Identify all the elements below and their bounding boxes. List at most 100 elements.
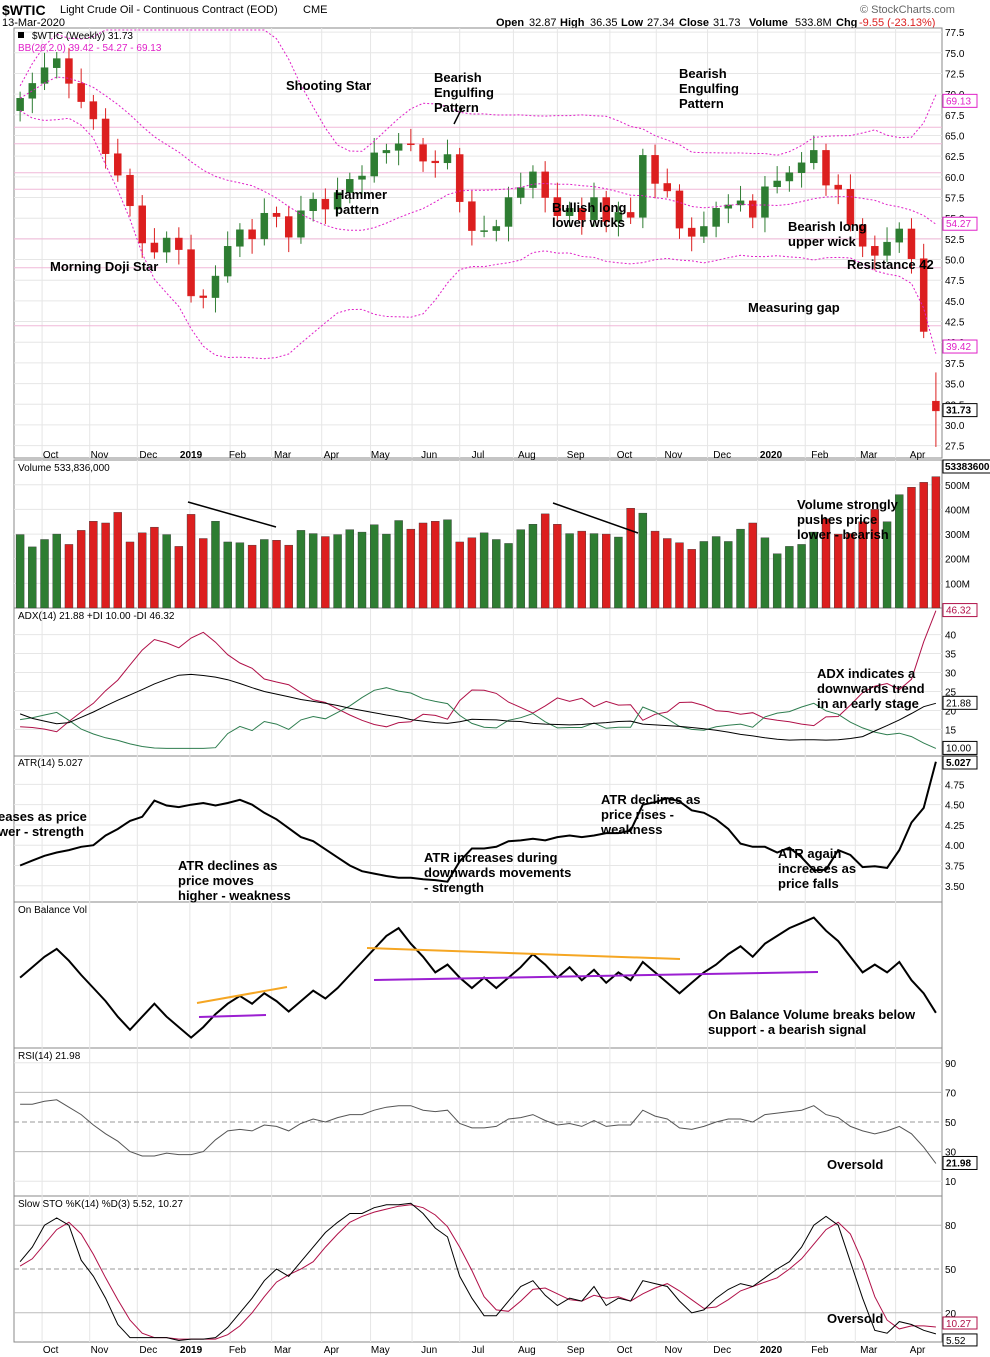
volume-bar <box>101 522 110 609</box>
volume-bar <box>455 541 464 609</box>
volume-bar <box>565 533 574 609</box>
price-tick-label: 50.0 <box>945 256 965 267</box>
volume-panel-title: Volume 533,836,000 <box>18 463 110 474</box>
volume-bar <box>772 553 782 609</box>
candle-body <box>114 153 122 176</box>
bb-lower-band <box>19 110 937 360</box>
adx-tick-label: 30 <box>945 669 957 680</box>
candle-body <box>748 200 757 218</box>
adx-callout: in an early stage <box>817 696 919 711</box>
price-tick-label: 57.5 <box>945 194 965 205</box>
atr-tick-label: 3.75 <box>945 862 965 873</box>
candle-body <box>639 155 647 218</box>
close-value: 31.73 <box>713 17 741 29</box>
volume-bar <box>528 524 538 609</box>
candle-body <box>443 154 452 164</box>
exchange: CME <box>303 4 328 16</box>
volume-tick-label: 400M <box>945 505 970 516</box>
volume-bar <box>650 530 660 609</box>
volume-bar <box>858 521 867 609</box>
volume-bar <box>418 522 428 609</box>
volume-bar <box>663 538 672 609</box>
candle-body <box>321 198 330 210</box>
price-tick-label: 72.5 <box>945 69 965 80</box>
callout-bearish-wick: upper wick <box>788 234 857 249</box>
volume-bar <box>382 533 391 609</box>
callout-bullish-wicks: lower wicks <box>552 215 625 230</box>
atr-callout-5: increases as <box>778 861 856 876</box>
candle-body <box>162 237 171 253</box>
instrument-name: Light Crude Oil - Continuous Contract (E… <box>60 4 278 16</box>
candle-body <box>858 224 867 247</box>
close-label: Close <box>679 17 709 29</box>
bb-legend-text: BB(20,2.0) 39.42 - 54.27 - 69.13 <box>18 43 162 54</box>
volume-bar <box>589 533 599 609</box>
volume-bar <box>64 544 74 609</box>
volume-bar <box>247 544 257 609</box>
volume-tick-label: 100M <box>945 579 970 590</box>
atr-panel-title: ATR(14) 5.027 <box>18 758 83 769</box>
x-tick-label-bottom: Mar <box>274 1345 292 1356</box>
volume-bar <box>113 512 122 609</box>
x-tick-label-bottom: Oct <box>43 1345 59 1356</box>
high-label: High <box>560 17 585 29</box>
last-value-box <box>942 403 978 418</box>
x-tick-label: Jun <box>421 450 437 461</box>
candle-body <box>175 237 183 250</box>
volume-tick-label: 300M <box>945 530 970 541</box>
atr-callout-3: downwards movements <box>424 865 571 880</box>
volume-bar <box>186 514 196 609</box>
volume-bar <box>467 537 477 609</box>
volume-bar <box>870 509 880 609</box>
candle-body <box>895 228 904 243</box>
atr-tick-label: 4.50 <box>945 801 965 812</box>
rsi-callout-oversold: Oversold <box>827 1157 883 1172</box>
last-value-label: 39.42 <box>946 342 971 353</box>
adx-last-label: 46.32 <box>946 606 971 617</box>
x-tick-label: May <box>371 450 390 461</box>
candle-body <box>468 201 476 231</box>
x-tick-label-bottom: 2019 <box>180 1345 203 1356</box>
volume-bar <box>492 539 501 609</box>
x-tick-label-bottom: Apr <box>910 1345 926 1356</box>
candle-body <box>675 190 684 229</box>
volume-bar <box>809 531 818 609</box>
callout-bearish-engulfing-1: Engulfing <box>434 85 494 100</box>
open-label: Open <box>496 17 525 29</box>
volume-bar <box>296 530 306 609</box>
candle-body <box>126 174 134 207</box>
volume-tick-label: 500M <box>945 481 970 492</box>
volume-bar <box>443 519 452 609</box>
x-tick-label-bottom: Jul <box>472 1345 485 1356</box>
volume-bar <box>174 546 184 609</box>
atr-callout-2: price moves <box>178 873 254 888</box>
adx-line <box>19 673 937 741</box>
x-tick-label: Apr <box>910 450 926 461</box>
volume-bar <box>235 542 245 609</box>
volume-bar <box>394 520 403 609</box>
candle-body <box>431 160 440 164</box>
candle-body <box>810 150 818 164</box>
candle-body <box>565 208 574 216</box>
obv-panel-title: On Balance Vol <box>18 905 87 916</box>
adx-last-box <box>942 740 978 755</box>
chg-value: -9.55 (-23.13%) <box>859 17 936 29</box>
candle-body <box>932 400 940 412</box>
panel-frame-2 <box>13 607 943 757</box>
x-tick-label: Oct <box>43 450 59 461</box>
x-tick-label: Nov <box>91 450 109 461</box>
sto-panel-title: Slow STO %K(14) %D(3) 5.52, 10.27 <box>18 1199 183 1210</box>
volume-bar <box>748 522 757 609</box>
x-tick-label-bottom: Dec <box>139 1345 157 1356</box>
volume-bar <box>504 543 513 609</box>
atr-tick-label: 4.25 <box>945 821 965 832</box>
x-tick-label: Mar <box>860 450 878 461</box>
candle-body <box>211 275 220 298</box>
sto-tick-label: 20 <box>945 1309 957 1320</box>
price-tick-label: 75.0 <box>945 49 965 60</box>
callout-shooting-star: Shooting Star <box>286 78 371 93</box>
candle-body <box>736 200 745 206</box>
sto-last-label: 10.27 <box>946 1319 971 1330</box>
x-tick-label-bottom: Aug <box>518 1345 536 1356</box>
